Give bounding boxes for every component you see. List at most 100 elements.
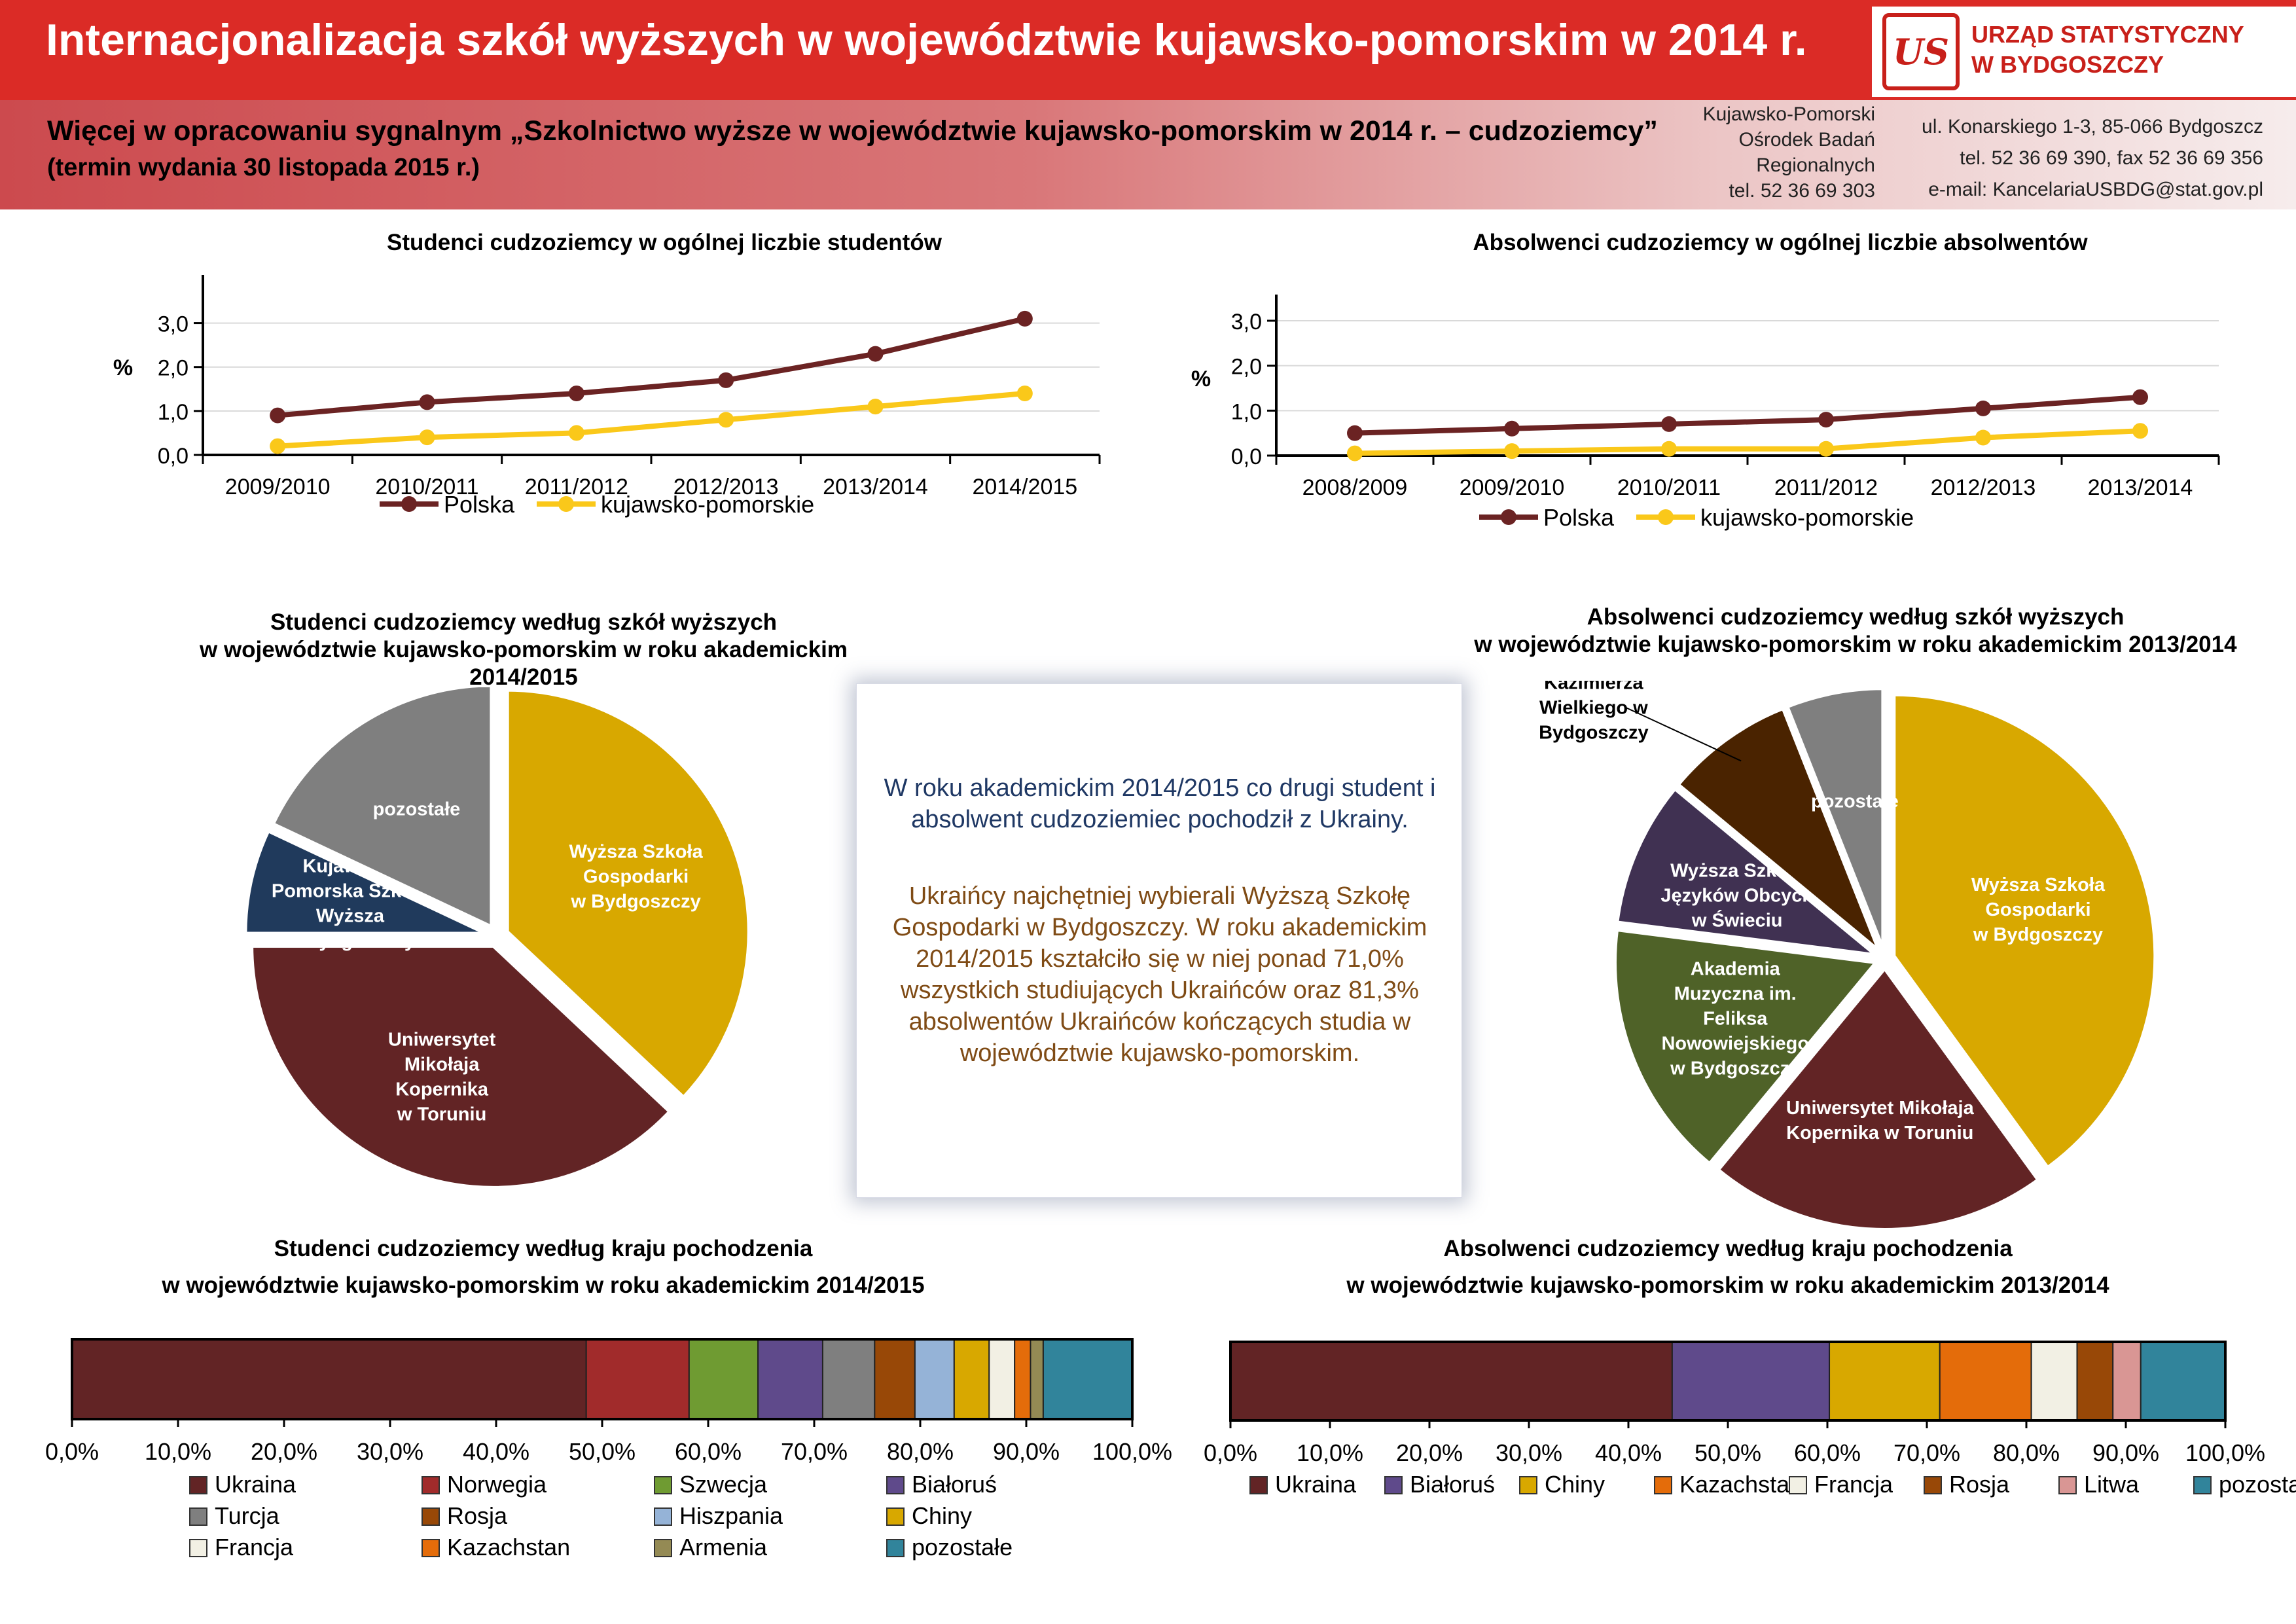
pie-slice-label: w Bydgoszczy <box>1670 1058 1800 1079</box>
bar1-title-line: w województwie kujawsko-pomorskim w roku… <box>162 1272 925 1298</box>
pie-slice-label: Gospodarki <box>1985 899 2090 920</box>
pie-slice <box>270 687 494 931</box>
x-tick-label: 2009/2010 <box>225 475 331 499</box>
ustat-logo-icon: US <box>1882 13 1960 90</box>
legend-label: Polska <box>1543 504 1615 531</box>
office-phone: tel. 52 36 69 390, fax 52 36 69 356 <box>1960 147 2263 169</box>
legend-marker <box>1501 509 1516 525</box>
legend-swatch <box>1654 1476 1672 1494</box>
bar-segment <box>2030 1341 2078 1421</box>
pie2-title: Absolwenci cudzoziemcy według szkół wyżs… <box>1440 604 2271 659</box>
data-point <box>718 372 734 388</box>
bar2-title-line: w województwie kujawsko-pomorskim w roku… <box>1346 1272 2109 1298</box>
x-tick-label: 2012/2013 <box>673 475 779 499</box>
bar-segment <box>821 1339 876 1420</box>
data-point <box>568 386 584 401</box>
bar1-title-line: Studenci cudzoziemcy według kraju pochod… <box>274 1236 813 1261</box>
pie-slice <box>1784 686 1886 951</box>
pie-slice-label: w Bydgoszczy <box>285 931 415 952</box>
bar1-chart: 0,0% 10,0% 20,0% 30,0% 40,0% 50,0% 60,0% 70,0% 8… <box>45 1338 1172 1561</box>
pie-slice-label: w Toruniu <box>397 1104 486 1125</box>
x-tick-label: 2010/2011 <box>375 475 478 499</box>
data-point <box>1016 310 1033 327</box>
data-point <box>419 394 435 410</box>
legend-label: Polska <box>444 491 515 518</box>
legend-swatch <box>422 1539 440 1557</box>
pie-slice-label: Feliksa <box>1703 1009 1768 1030</box>
bar-segment <box>1671 1341 1831 1421</box>
legend-swatch <box>1789 1476 1807 1494</box>
x-tick-label: 20,0% <box>251 1438 317 1465</box>
line2-chart: 0,0 1,0 2,0 3,0 2008/2009 2009/2010 2010/2011 2… <box>1191 295 2220 531</box>
x-tick-label: 2010/2011 <box>1617 475 1721 500</box>
line1-title: Studenci cudzoziemcy w ogólnej liczbie s… <box>387 230 942 255</box>
x-tick-label: 40,0% <box>1595 1439 1662 1466</box>
y-tick-label: 1,0 <box>158 400 188 425</box>
legend-label: Norwegia <box>447 1471 547 1498</box>
bar-segment <box>2140 1341 2227 1421</box>
x-tick-label: 50,0% <box>569 1438 636 1465</box>
legend-label: Chiny <box>1545 1471 1605 1498</box>
x-tick-label: 0,0% <box>1204 1439 1257 1466</box>
x-tick-label: 2013/2014 <box>823 475 928 499</box>
bar-segment <box>1230 1341 1673 1421</box>
office-left-line: Ośrodek Badań <box>1738 129 1875 151</box>
bar-segment <box>585 1339 690 1420</box>
pie-slice-label: Bydgoszczy <box>1539 722 1649 743</box>
x-tick-label: 70,0% <box>781 1438 848 1465</box>
series-line <box>277 316 1026 418</box>
pie-slice <box>1614 785 1884 958</box>
bar-frame <box>1229 1341 2227 1422</box>
pie-slice <box>1892 692 2158 1171</box>
legend-label: kujawsko-pomorskie <box>1700 504 1914 531</box>
data-point <box>1661 416 1677 432</box>
legend-swatch <box>2193 1476 2212 1494</box>
legend-label: Rosja <box>1949 1471 2010 1498</box>
legend-label: kujawsko-pomorskie <box>601 491 814 518</box>
office-left: Kujawsko-Pomorski Ośrodek Badań Regional… <box>1676 101 1875 204</box>
legend-label: Litwa <box>2084 1471 2140 1498</box>
bar-segment <box>688 1339 759 1420</box>
logo-text: URZĄD STATYSTYCZNY W BYDGOSZCZY <box>1971 20 2244 80</box>
x-tick-label: 10,0% <box>1297 1439 1363 1466</box>
data-point <box>270 407 286 424</box>
pie-slice <box>505 687 751 1101</box>
data-point <box>1975 429 1991 446</box>
legend-marker <box>1658 509 1674 525</box>
bar-segment <box>1939 1341 2032 1421</box>
office-left-line: Regionalnych <box>1756 154 1875 176</box>
y-tick-label: 0,0 <box>1231 444 1262 469</box>
legend-label: Szwecja <box>679 1471 768 1498</box>
pie-slice-label: Gospodarki <box>583 866 689 887</box>
bar-segment <box>2076 1341 2114 1421</box>
data-point <box>1975 400 1991 416</box>
bar-segment <box>71 1339 587 1420</box>
x-tick-label: 10,0% <box>145 1438 211 1465</box>
y-tick-label: 1,0 <box>1231 399 1262 424</box>
bar-segment <box>757 1339 823 1420</box>
bar-segment <box>1829 1341 1941 1421</box>
info-text-1: W roku akademickim 2014/2015 co drugi st… <box>884 774 1436 833</box>
series-line <box>1354 394 2141 436</box>
x-tick-label: 0,0% <box>45 1438 99 1465</box>
bar-segment <box>1030 1339 1044 1420</box>
office-left-line: Kujawsko-Pomorski <box>1702 103 1875 125</box>
bar2-chart: 0,0% 10,0% 20,0% 30,0% 40,0% 50,0% 60,0% 70,0% 8… <box>1204 1341 2296 1498</box>
bar-segment <box>914 1339 955 1420</box>
bar-segment <box>1014 1339 1031 1420</box>
pie2-title-line: w województwie kujawsko-pomorskim w roku… <box>1474 632 2237 657</box>
logo-line-2: W BYDGOSZCZY <box>1971 51 2164 78</box>
x-tick-label: 50,0% <box>1695 1439 1761 1466</box>
data-point <box>2132 423 2148 439</box>
pie-slice-label: Kazimierza <box>1544 681 1643 693</box>
legend-swatch <box>189 1476 207 1494</box>
data-point <box>1504 420 1520 437</box>
bar-segment <box>2112 1341 2142 1421</box>
legend-swatch <box>422 1476 440 1494</box>
pie-slice <box>249 943 673 1190</box>
legend-label: Ukraina <box>1275 1471 1357 1498</box>
office-left-line: tel. 52 36 69 303 <box>1729 180 1875 202</box>
data-point <box>419 429 435 446</box>
legend-label: Francja <box>215 1534 294 1561</box>
x-tick-label: 70,0% <box>1893 1439 1960 1466</box>
